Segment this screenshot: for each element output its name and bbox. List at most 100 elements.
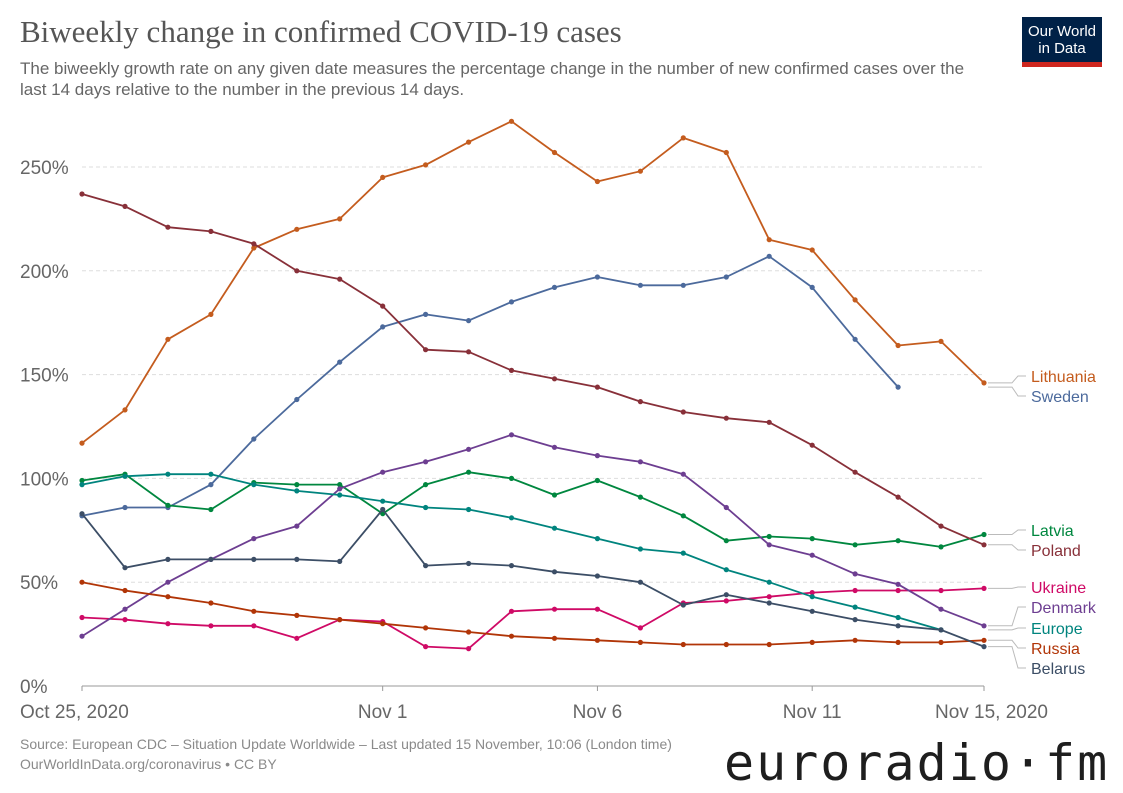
legend-connector (988, 375, 1026, 384)
data-point (852, 617, 858, 623)
data-point (852, 604, 858, 610)
data-point (852, 336, 858, 342)
data-point (852, 637, 858, 643)
euroradio-watermark: euroradio·fm (724, 734, 1110, 792)
data-point (294, 635, 300, 641)
legend-connector (988, 529, 1026, 535)
data-point (637, 546, 644, 552)
data-point (594, 384, 601, 390)
source-url[interactable]: OurWorldInData.org/coronavirus • CC BY (20, 756, 277, 772)
data-point (723, 598, 729, 604)
data-point (508, 367, 515, 373)
data-point (809, 594, 815, 600)
data-point (122, 606, 128, 612)
data-point (423, 311, 429, 317)
data-point (294, 482, 300, 488)
data-point (981, 637, 987, 643)
data-point (337, 492, 343, 498)
series-latvia (79, 469, 987, 550)
data-point (594, 178, 601, 185)
data-point (208, 471, 214, 477)
data-point (423, 162, 429, 168)
data-point (981, 644, 987, 650)
data-point (79, 511, 85, 517)
data-point (551, 635, 558, 641)
data-point (852, 571, 858, 577)
data-point (895, 538, 901, 544)
data-point (852, 469, 858, 475)
data-point (852, 297, 858, 303)
data-point (466, 629, 472, 635)
data-point (508, 633, 515, 639)
data-point (251, 245, 257, 251)
data-point (938, 544, 944, 550)
data-point (981, 542, 987, 548)
logo-line-1: Our World (1027, 23, 1097, 40)
data-point (852, 542, 858, 548)
data-point (508, 299, 515, 305)
data-point (551, 284, 558, 290)
data-point (251, 482, 257, 488)
data-point (380, 324, 386, 330)
data-point (551, 444, 558, 450)
data-point (122, 617, 128, 623)
source-note: Source: European CDC – Situation Update … (20, 736, 672, 752)
data-point (165, 502, 171, 508)
data-point (423, 563, 429, 569)
owid-logo[interactable]: Our World in Data (1022, 17, 1102, 67)
data-point (594, 477, 601, 484)
data-point (981, 585, 987, 592)
data-point (79, 614, 85, 621)
data-point (508, 432, 515, 438)
series-line (81, 255, 899, 517)
data-point (723, 538, 729, 544)
data-point (723, 415, 729, 421)
data-point (723, 274, 729, 280)
data-point (766, 579, 772, 585)
data-point (294, 523, 300, 529)
legend-connector (988, 586, 1026, 589)
data-point (637, 399, 644, 405)
data-point (466, 349, 472, 355)
data-point (895, 587, 901, 594)
data-point (680, 471, 686, 477)
data-point (466, 318, 472, 324)
data-point (79, 477, 85, 484)
data-point (508, 475, 515, 481)
data-point (551, 606, 558, 612)
data-point (208, 600, 214, 606)
data-point (551, 149, 558, 156)
data-point (809, 284, 815, 290)
data-point (165, 471, 171, 477)
data-point (938, 523, 944, 529)
data-point (895, 614, 901, 621)
data-point (122, 203, 128, 209)
data-point (594, 637, 601, 643)
data-point (79, 482, 85, 488)
data-point (466, 139, 472, 145)
data-point (251, 536, 257, 542)
data-point (809, 608, 815, 614)
data-point (165, 621, 171, 627)
data-point (637, 579, 644, 585)
data-point (79, 579, 85, 585)
data-point (594, 274, 601, 280)
data-point (79, 440, 85, 446)
data-point (594, 453, 601, 459)
data-point (337, 359, 343, 365)
data-point (981, 380, 987, 386)
data-point (680, 135, 686, 141)
data-point (251, 556, 257, 563)
data-point (938, 338, 944, 344)
data-point (809, 442, 815, 448)
legend-label-sweden: Sweden (1031, 389, 1089, 406)
series-line (81, 473, 942, 631)
data-point (337, 558, 343, 565)
data-point (208, 482, 214, 488)
data-point (809, 247, 815, 253)
data-point (508, 608, 515, 614)
legend-label-denmark: Denmark (1031, 600, 1097, 617)
data-point (294, 226, 300, 232)
series-line (81, 433, 985, 637)
data-point (380, 303, 386, 309)
